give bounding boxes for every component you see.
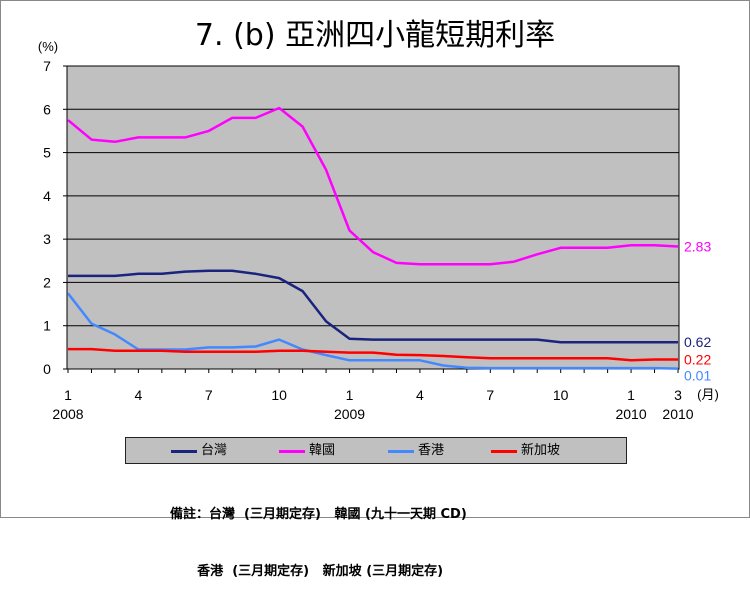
y-tick-label: 1 [43,318,51,334]
end-value-label: 2.83 [684,239,711,255]
series-line-0 [68,269,678,344]
series-lines [67,106,679,370]
end-value-label: 0.22 [684,351,711,367]
x-year-label: 2008 [52,406,83,422]
end-value-label: 0.62 [684,334,711,350]
x-tick-label: 1 [346,387,354,403]
legend: 台灣 韓國 香港 新加坡 [125,437,627,464]
footnote-line-2: 香港 (三月期定存) 新加坡 (三月期定存) [170,564,444,579]
series-line-2 [67,292,679,370]
legend-swatch [171,450,197,453]
x-axis-ticks: 1 2008 4 7 10 1 2009 4 7 10 1 2010 3 2010 [52,369,694,422]
footnote-line-1: 備註：台灣 (三月期定存) 韓國 (九十一天期 CD) [170,507,467,522]
x-year-label: 2010 [615,406,646,422]
end-value-label: 0.01 [684,367,711,383]
x-tick-label: 7 [205,387,213,403]
y-tick-label: 4 [43,188,51,204]
footnote: 備註：台灣 (三月期定存) 韓國 (九十一天期 CD) 香港 (三月期定存) 新… [170,467,467,600]
legend-label: 台灣 [201,443,228,458]
x-tick-label: 10 [271,387,287,403]
y-tick-label: 7 [43,58,51,74]
legend-swatch [279,450,305,453]
x-axis-unit: (月) [697,387,719,402]
x-tick-label: 1 [627,387,635,403]
end-value-labels: 2.83 0.620.220.01 [684,239,711,384]
y-tick-label: 3 [43,231,51,247]
chart-title: 7. (b) 亞洲四小龍短期利率 [194,18,556,53]
x-tick-label: 10 [553,387,569,403]
x-tick-label: 4 [134,387,142,403]
legend-label: 香港 [418,443,445,458]
x-tick-label: 1 [64,387,72,403]
legend-swatch [491,450,517,453]
legend-label: 韓國 [309,443,336,458]
legend-label: 新加坡 [521,443,561,458]
y-axis-ticks: 0 1 2 3 4 5 6 7 [43,58,67,377]
series-line-3 [68,347,678,362]
x-year-label: 2009 [334,406,365,422]
x-tick-label: 4 [416,387,424,403]
y-tick-label: 2 [43,274,51,290]
gridlines [67,108,679,327]
series-line-1 [67,106,679,266]
y-tick-label: 0 [43,361,51,377]
x-year-label: 2010 [662,406,693,422]
x-tick-label: 3 [674,387,682,403]
y-axis-unit: (%) [38,39,58,54]
legend-swatch [388,450,414,453]
x-tick-label: 7 [486,387,494,403]
y-tick-label: 5 [43,145,51,161]
plot-area [66,65,680,370]
y-tick-label: 6 [43,101,51,117]
